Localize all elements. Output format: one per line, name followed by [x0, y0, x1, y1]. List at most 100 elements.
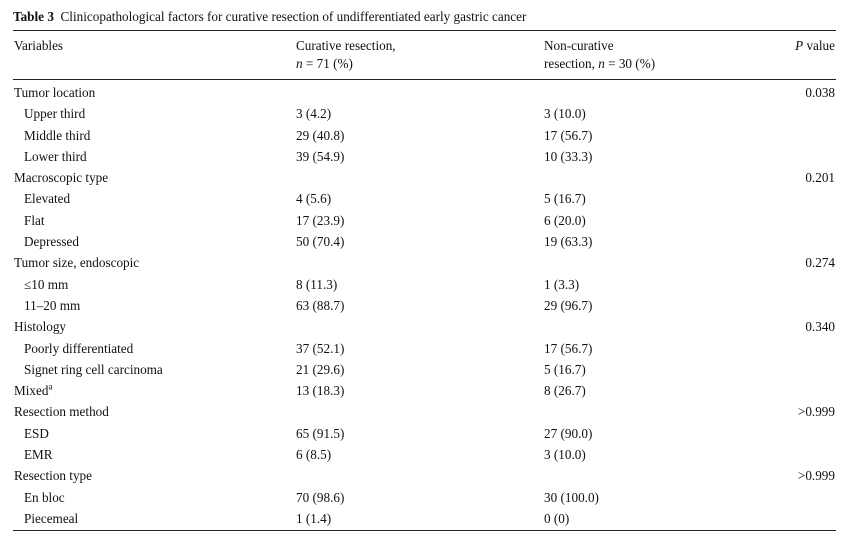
row-noncurative: 6 (20.0): [544, 212, 586, 228]
table-row: ESD 65 (91.5) 27 (90.0): [0, 423, 849, 444]
header-noncurative-line2: resection, n = 30 (%): [544, 55, 655, 73]
row-curative: 8 (11.3): [296, 276, 338, 292]
header-curative-n: n: [296, 56, 303, 71]
top-rule: [13, 30, 836, 31]
header-noncurative-line1: Non-curative: [544, 38, 614, 53]
row-curative: 3 (4.2): [296, 106, 332, 122]
table-row: EMR 6 (8.5) 3 (10.0): [0, 444, 849, 465]
row-label: Piecemeal: [24, 510, 79, 526]
row-label: Flat: [24, 212, 45, 228]
row-noncurative: 1 (3.3): [544, 276, 580, 292]
row-noncurative: 17 (56.7): [544, 340, 593, 356]
row-p-value: 0.201: [805, 170, 835, 186]
table-body: Tumor location 0.038 Upper third 3 (4.2) 3 (…: [0, 82, 849, 529]
row-label: Poorly differentiated: [24, 340, 134, 356]
row-p-value: 0.340: [805, 319, 835, 335]
row-label: Mixeda: [14, 381, 53, 399]
table-row: Mixeda 13 (18.3) 8 (26.7): [0, 380, 849, 401]
row-curative: 1 (1.4): [296, 510, 332, 526]
row-noncurative: 3 (10.0): [544, 447, 586, 463]
row-label: 11–20 mm: [24, 297, 81, 313]
row-curative: 37 (52.1): [296, 340, 345, 356]
row-label: Signet ring cell carcinoma: [24, 361, 163, 377]
row-curative: 6 (8.5): [296, 447, 332, 463]
header-noncurative-count: = 30 (%): [604, 56, 656, 71]
table-caption: Table 3 Clinicopathological factors for …: [13, 9, 526, 25]
row-curative: 63 (88.7): [296, 297, 345, 313]
table-row: Middle third 29 (40.8) 17 (56.7): [0, 125, 849, 146]
header-curative-count: = 71 (%): [302, 56, 353, 71]
table-title: Clinicopathological factors for curative…: [60, 9, 527, 24]
header-p-letter: P: [795, 38, 804, 53]
header-p-rest: value: [803, 38, 835, 53]
row-curative: 50 (70.4): [296, 234, 345, 250]
header-noncurative: Non-curative resection, n = 30 (%): [544, 37, 655, 73]
table-row: Histology 0.340: [0, 316, 849, 337]
header-curative: Curative resection, n = 71 (%): [296, 37, 396, 73]
row-p-value: >0.999: [797, 404, 835, 420]
row-label: Macroscopic type: [14, 170, 109, 186]
row-label: Resection method: [14, 404, 109, 420]
row-curative: 29 (40.8): [296, 127, 345, 143]
row-curative: 4 (5.6): [296, 191, 332, 207]
table-row: Macroscopic type 0.201: [0, 167, 849, 188]
header-p-value: P value: [795, 37, 835, 55]
row-label: ESD: [24, 425, 49, 441]
table-row: Tumor location 0.038: [0, 82, 849, 103]
header-noncurative-n: n: [598, 56, 605, 71]
table-row: Upper third 3 (4.2) 3 (10.0): [0, 103, 849, 124]
row-noncurative: 30 (100.0): [544, 489, 599, 505]
row-curative: 65 (91.5): [296, 425, 345, 441]
table-row: Tumor size, endoscopic 0.274: [0, 252, 849, 273]
row-noncurative: 8 (26.7): [544, 383, 586, 399]
header-rule: [13, 79, 836, 80]
row-noncurative: 27 (90.0): [544, 425, 593, 441]
footnote-marker: a: [48, 381, 53, 392]
row-label: ≤10 mm: [24, 276, 69, 292]
row-label: Histology: [14, 319, 67, 335]
row-noncurative: 5 (16.7): [544, 361, 586, 377]
table-row: Resection method >0.999: [0, 401, 849, 422]
bottom-rule: [13, 530, 836, 531]
header-variables: Variables: [14, 38, 64, 53]
header-curative-line1: Curative resection,: [296, 38, 396, 53]
row-label: Middle third: [24, 127, 91, 143]
row-curative: 21 (29.6): [296, 361, 345, 377]
row-noncurative: 17 (56.7): [544, 127, 593, 143]
row-label: En bloc: [24, 489, 65, 505]
row-noncurative: 3 (10.0): [544, 106, 586, 122]
table-row: Depressed 50 (70.4) 19 (63.3): [0, 231, 849, 252]
row-label: Lower third: [24, 148, 87, 164]
header-noncurative-pre: resection,: [544, 56, 599, 71]
header-curative-line2: n = 71 (%): [296, 55, 396, 73]
table-row: Lower third 39 (54.9) 10 (33.3): [0, 146, 849, 167]
row-p-value: >0.999: [797, 468, 835, 484]
row-curative: 13 (18.3): [296, 383, 345, 399]
table-row: En bloc 70 (98.6) 30 (100.0): [0, 487, 849, 508]
row-label: Depressed: [24, 234, 79, 250]
row-label: Tumor location: [14, 85, 96, 100]
table-row: Resection type >0.999: [0, 465, 849, 486]
row-noncurative: 19 (63.3): [544, 234, 593, 250]
table-row: Elevated 4 (5.6) 5 (16.7): [0, 188, 849, 209]
row-noncurative: 29 (96.7): [544, 297, 593, 313]
table-number: Table 3: [13, 9, 54, 24]
table-row: Poorly differentiated 37 (52.1) 17 (56.7): [0, 338, 849, 359]
table-row: 11–20 mm 63 (88.7) 29 (96.7): [0, 295, 849, 316]
row-noncurative: 10 (33.3): [544, 148, 593, 164]
table-row: Signet ring cell carcinoma 21 (29.6) 5 (16…: [0, 359, 849, 380]
row-noncurative: 5 (16.7): [544, 191, 586, 207]
row-curative: 17 (23.9): [296, 212, 345, 228]
table-row: Flat 17 (23.9) 6 (20.0): [0, 210, 849, 231]
row-curative: 70 (98.6): [296, 489, 345, 505]
table-row: ≤10 mm 8 (11.3) 1 (3.3): [0, 274, 849, 295]
row-curative: 39 (54.9): [296, 148, 345, 164]
row-label: EMR: [24, 447, 53, 463]
row-p-value: 0.274: [805, 255, 835, 271]
row-label: Elevated: [24, 191, 71, 207]
row-p-value: 0.038: [805, 85, 835, 100]
row-label: Upper third: [24, 106, 86, 122]
row-label: Resection type: [14, 468, 93, 484]
row-noncurative: 0 (0): [544, 510, 570, 526]
row-label: Tumor size, endoscopic: [14, 255, 140, 271]
